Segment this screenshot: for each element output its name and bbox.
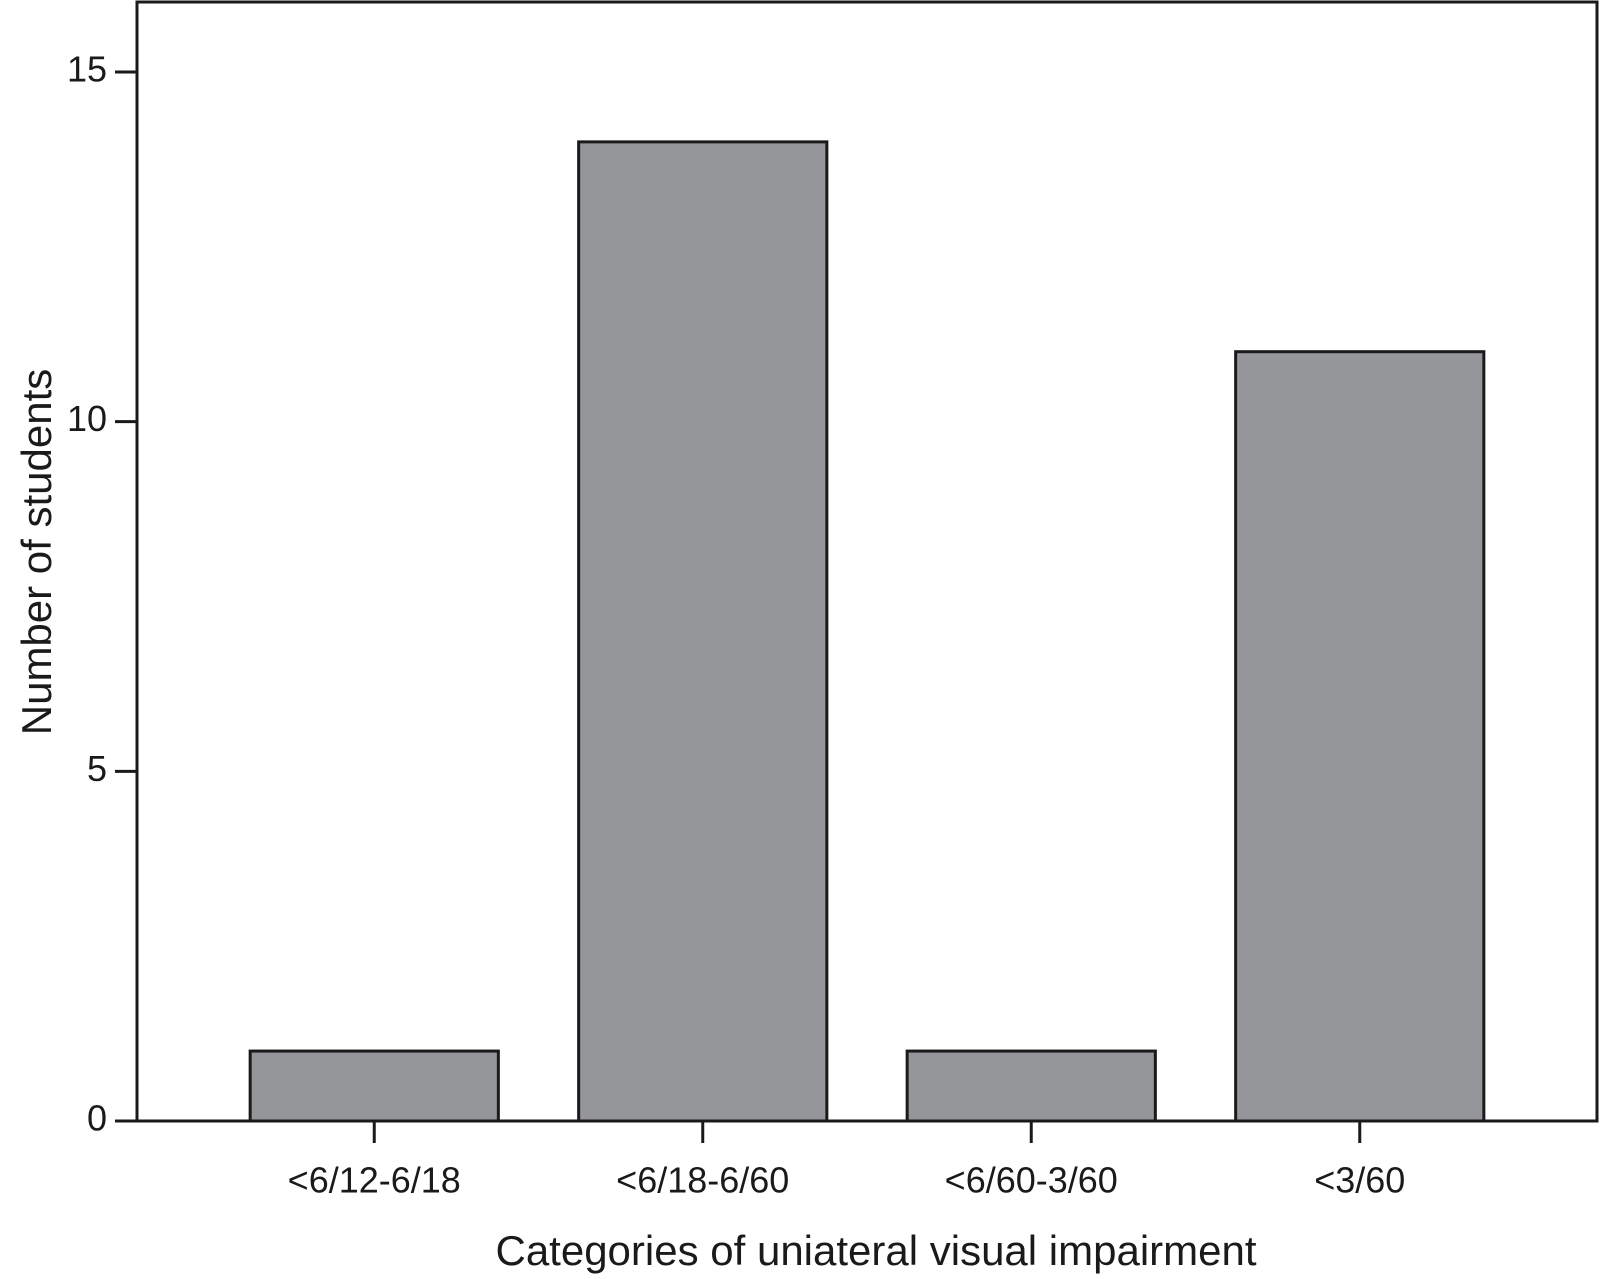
plot-frame <box>135 0 1599 1123</box>
y-tick-label: 10 <box>67 398 107 439</box>
x-tick-label: <6/18-6/60 <box>616 1160 789 1201</box>
x-tick-label: <6/60-3/60 <box>945 1160 1118 1201</box>
bar <box>248 1049 500 1123</box>
y-tick-label: 15 <box>67 48 107 89</box>
x-tick-label: <3/60 <box>1314 1160 1405 1201</box>
bar <box>1234 350 1486 1123</box>
x-axis-title: Categories of uniateral visual impairmen… <box>495 1227 1256 1274</box>
y-tick-label: 5 <box>87 748 107 789</box>
y-axis-title: Number of students <box>13 369 60 736</box>
bar <box>577 140 829 1123</box>
bar <box>905 1049 1157 1123</box>
y-tick-label: 0 <box>87 1098 107 1139</box>
x-tick-label: <6/12-6/18 <box>288 1160 461 1201</box>
